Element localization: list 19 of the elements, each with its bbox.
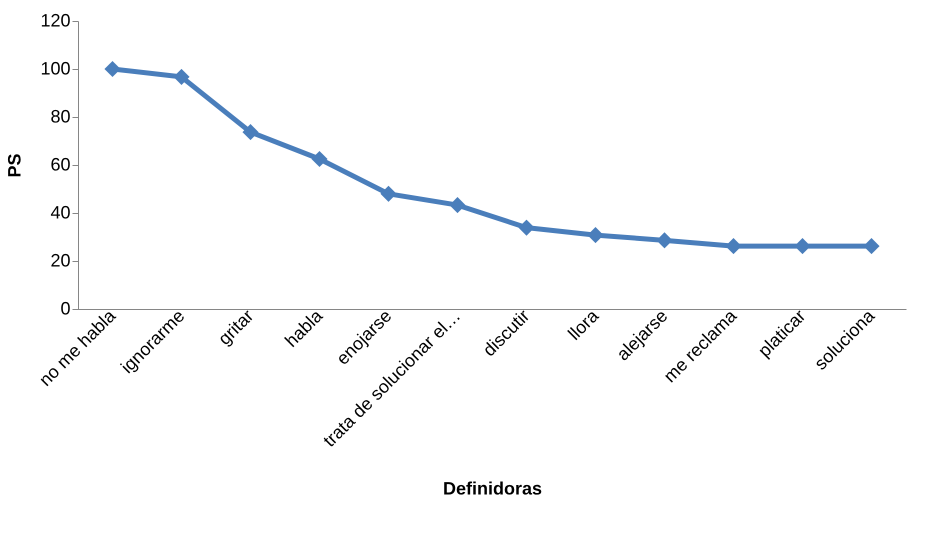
y-tick-label: 80 bbox=[50, 106, 70, 126]
point bbox=[656, 232, 673, 248]
x-axis-title: Definidoras bbox=[442, 478, 542, 499]
point bbox=[242, 124, 259, 140]
x-tick-label: llora bbox=[564, 305, 604, 344]
point bbox=[449, 197, 466, 214]
y-tick-label: 60 bbox=[50, 154, 70, 174]
y-tick-label: 120 bbox=[40, 10, 70, 30]
point bbox=[104, 60, 121, 78]
y-axis-title: PS bbox=[4, 153, 24, 178]
point bbox=[311, 150, 328, 168]
point bbox=[380, 186, 397, 202]
y-tick-label: 40 bbox=[50, 202, 70, 222]
point bbox=[518, 220, 535, 236]
point bbox=[173, 68, 190, 85]
y-tick-label: 0 bbox=[60, 298, 70, 318]
point bbox=[587, 227, 604, 244]
y-tick-label: 100 bbox=[40, 58, 70, 78]
y-tick-label: 20 bbox=[50, 250, 70, 270]
